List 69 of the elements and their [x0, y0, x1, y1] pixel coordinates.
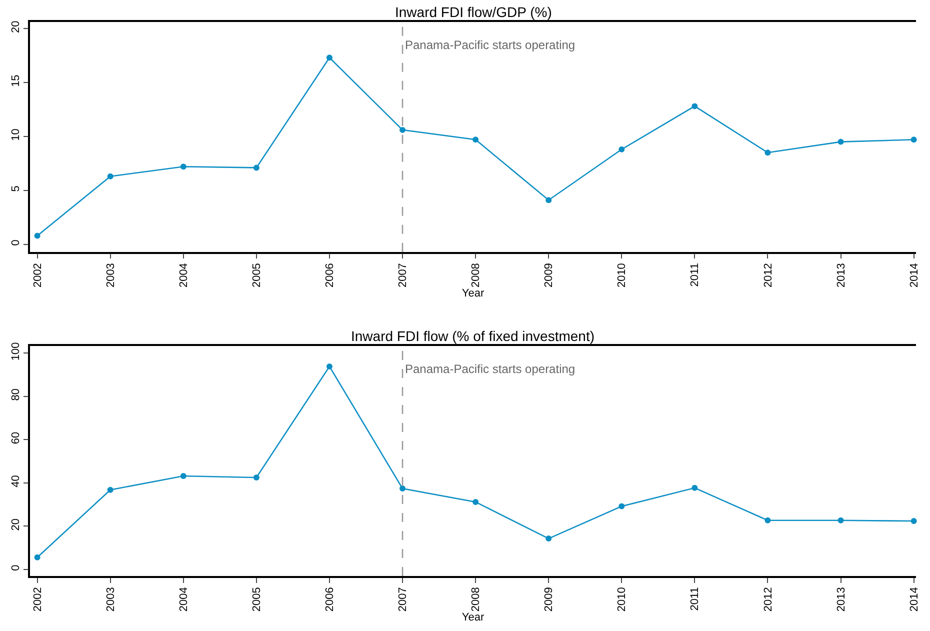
- x-tick-label: 2011: [689, 263, 702, 287]
- x-tick-label: 2007: [397, 587, 410, 612]
- ref-line-label: Panama-Pacific starts operating: [405, 362, 576, 376]
- y-tick-label: 80: [10, 388, 22, 401]
- x-axis-title: Year: [462, 288, 484, 300]
- point: [34, 232, 40, 239]
- x-tick-label: 2008: [470, 587, 482, 612]
- ref-line-label: Panama-Pacific starts operating: [405, 38, 576, 52]
- x-tick-label: 2004: [178, 263, 190, 288]
- point: [253, 474, 260, 480]
- x-tick-label: 2007: [397, 263, 410, 288]
- point: [546, 197, 552, 204]
- point: [546, 536, 552, 542]
- x-axis-title: Year: [462, 612, 484, 624]
- point: [692, 103, 698, 110]
- y-tick-label: 60: [10, 432, 22, 444]
- point: [107, 486, 114, 493]
- point: [618, 503, 625, 510]
- point: [910, 136, 917, 143]
- chart-title: Inward FDI flow (% of fixed investment): [351, 328, 595, 344]
- x-tick-label: 2014: [908, 263, 920, 288]
- x-tick-label: 2013: [835, 263, 848, 288]
- x-tick-label: 2003: [104, 587, 117, 612]
- y-tick-label: 0: [10, 240, 22, 246]
- point: [838, 138, 844, 145]
- point: [910, 518, 917, 524]
- point: [472, 498, 479, 505]
- point: [180, 164, 186, 170]
- y-tick-label: 15: [10, 74, 22, 87]
- x-tick-label: 2003: [104, 263, 117, 288]
- point: [326, 363, 332, 370]
- y-tick-label: 20: [10, 20, 22, 33]
- point: [107, 173, 114, 180]
- x-tick-label: 2004: [178, 587, 190, 612]
- point: [34, 554, 40, 560]
- point: [764, 517, 771, 524]
- x-tick-label: 2005: [251, 263, 264, 288]
- point: [472, 136, 479, 143]
- y-tick-label: 10: [10, 128, 22, 141]
- x-tick-label: 2011: [689, 587, 702, 611]
- point: [400, 126, 406, 133]
- x-tick-label: 2005: [251, 587, 264, 612]
- point: [618, 146, 625, 152]
- point: [253, 164, 260, 171]
- y-tick-label: 5: [10, 186, 22, 192]
- x-tick-label: 2013: [835, 587, 848, 612]
- point: [838, 517, 844, 524]
- x-tick-label: 2012: [762, 263, 774, 288]
- x-tick-label: 2010: [616, 587, 628, 612]
- y-tick-label: 100: [10, 342, 22, 361]
- point: [180, 472, 186, 479]
- x-tick-label: 2006: [324, 587, 336, 612]
- point: [692, 484, 698, 491]
- point: [326, 54, 332, 61]
- x-tick-label: 2009: [543, 587, 556, 612]
- x-tick-label: 2002: [32, 587, 44, 612]
- point: [764, 150, 771, 156]
- x-tick-label: 2006: [324, 263, 336, 288]
- x-tick-label: 2002: [32, 263, 44, 288]
- y-tick-label: 40: [10, 475, 22, 488]
- x-tick-label: 2008: [470, 263, 482, 288]
- x-tick-label: 2010: [616, 263, 628, 288]
- x-tick-label: 2012: [762, 587, 774, 612]
- chart-title: Inward FDI flow/GDP (%): [395, 4, 552, 20]
- x-tick-label: 2009: [543, 263, 556, 288]
- y-tick-label: 20: [10, 518, 22, 531]
- y-tick-label: 0: [10, 564, 22, 571]
- x-tick-label: 2014: [908, 587, 920, 612]
- point: [400, 486, 406, 492]
